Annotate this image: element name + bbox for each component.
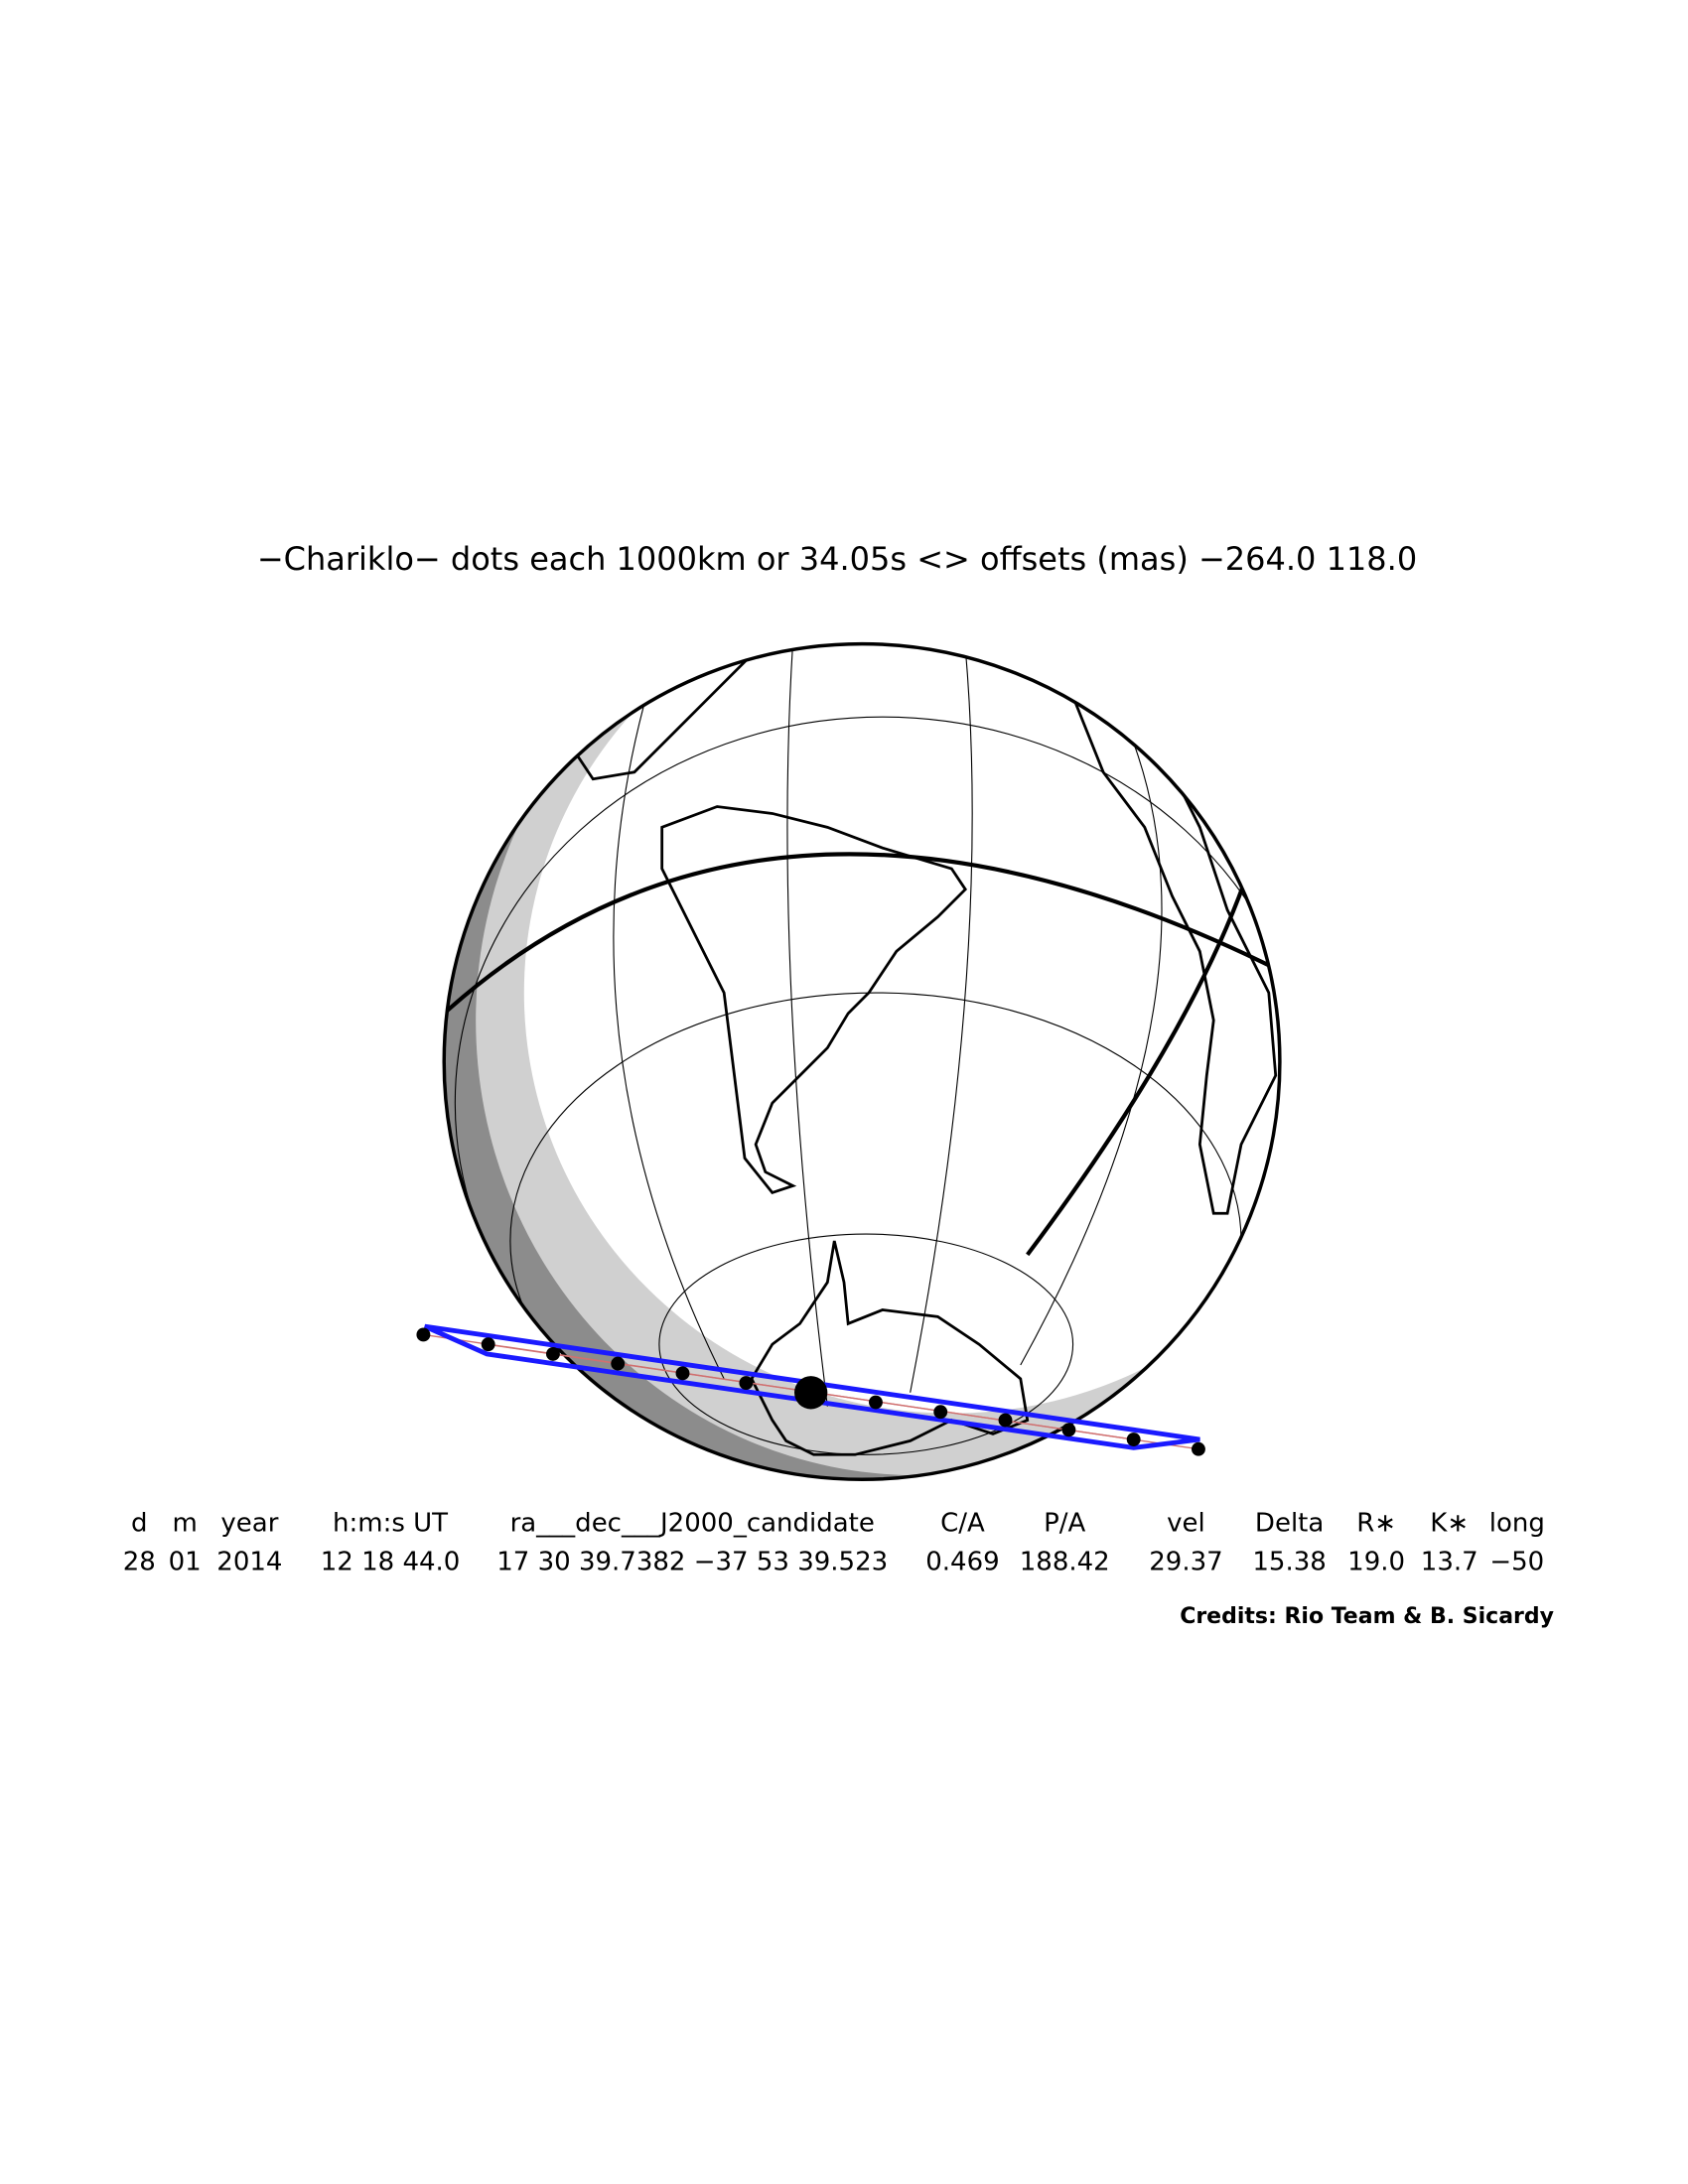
table-header: vel <box>1167 1509 1205 1539</box>
table-cell: 01 <box>169 1548 202 1577</box>
table-cell: 15.38 <box>1252 1548 1326 1577</box>
shadow-path <box>416 1323 1205 1456</box>
table-cell: 12 18 44.0 <box>321 1548 461 1577</box>
table-header: year <box>220 1509 278 1539</box>
table-cell: 2014 <box>216 1548 282 1577</box>
table-cell: 13.7 <box>1421 1548 1478 1577</box>
table-cell: 17 30 39.7382 −37 53 39.523 <box>496 1548 888 1577</box>
table-cell: 0.469 <box>925 1548 999 1577</box>
table-cell: 28 <box>123 1548 156 1577</box>
table-cell: −50 <box>1489 1548 1544 1577</box>
table-cell: 29.37 <box>1149 1548 1222 1577</box>
table-header: K∗ <box>1430 1509 1469 1539</box>
table-header: ra___dec___J2000_candidate <box>510 1509 875 1539</box>
table-cell: 188.42 <box>1020 1548 1110 1577</box>
table-header: h:m:s UT <box>333 1509 448 1539</box>
parameter-table: d m year h:m:s UT ra___dec___J2000_candidate… <box>123 1509 1545 1577</box>
table-header: R∗ <box>1356 1509 1396 1539</box>
credits: Credits: Rio Team & B. Sicardy <box>1180 1604 1554 1629</box>
table-header: C/A <box>940 1509 985 1539</box>
table-header: m <box>172 1509 197 1539</box>
table-header: long <box>1489 1509 1545 1539</box>
title: −Chariklo− dots each 1000km or 34.05s <>… <box>257 540 1417 578</box>
table-cell: 19.0 <box>1347 1548 1405 1577</box>
table-header: Delta <box>1255 1509 1324 1539</box>
globe <box>416 641 1282 1482</box>
table-header: d <box>131 1509 148 1539</box>
table-header: P/A <box>1044 1509 1085 1539</box>
